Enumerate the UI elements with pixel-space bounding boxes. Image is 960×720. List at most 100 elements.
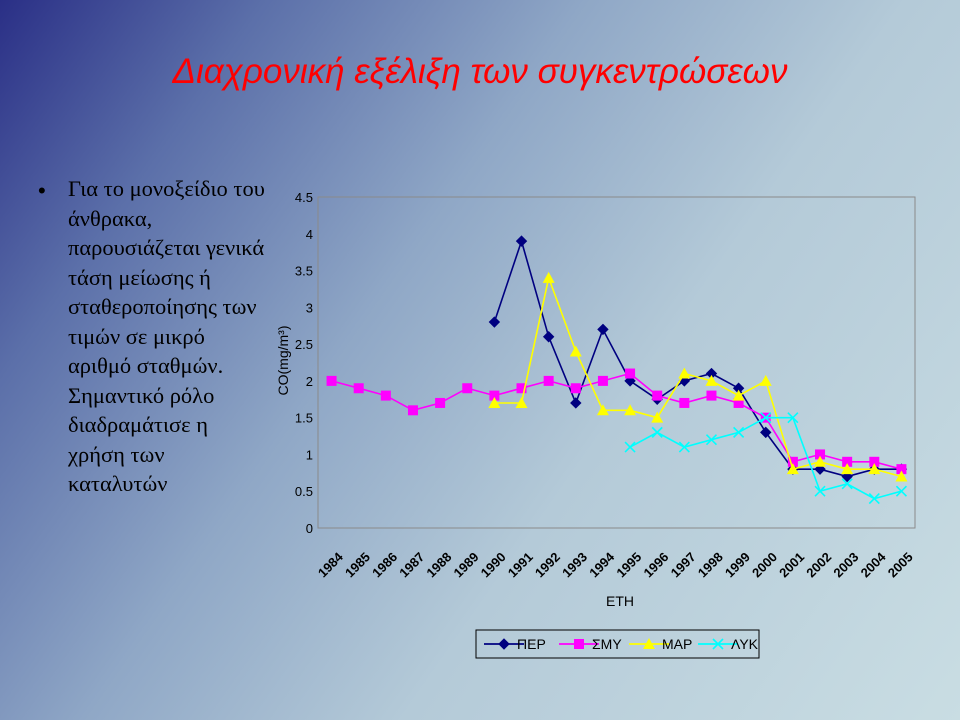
x-tick-label: 1997 [668,549,699,580]
data-point [542,271,555,283]
data-point [814,455,827,467]
data-point [678,441,690,453]
data-point [679,397,690,408]
data-point [732,389,745,401]
data-point [624,441,636,453]
data-point [841,478,853,490]
data-point [651,426,663,438]
series-4 [624,412,907,505]
data-point [841,463,854,475]
y-tick-label: 4.5 [295,190,313,205]
data-point [380,390,391,401]
x-tick-label: 1986 [369,549,400,580]
data-point [842,456,853,467]
data-point-stroke [733,426,745,438]
x-tick-label: 1990 [478,549,509,580]
data-point-stroke [868,493,880,505]
data-point [786,463,799,475]
y-tick-label: 3.5 [295,264,313,279]
series-line [494,275,902,478]
y-tick-label: 1 [306,447,313,462]
x-tick-label: 2004 [858,549,890,581]
y-tick-label: 4 [306,227,313,242]
data-point [815,449,826,460]
data-point [569,345,582,357]
legend-entry: ΛΥΚ [698,636,759,652]
data-point [814,485,826,497]
data-point [760,412,772,424]
data-point [759,374,772,386]
y-axis-label: CO(mg/m³) [275,326,291,396]
data-point [353,383,364,394]
data-point [488,396,501,408]
data-point [570,397,582,409]
x-tick-label: 1985 [342,549,373,580]
x-tick-label: 1989 [451,549,482,580]
data-point-stroke [787,412,799,424]
y-tick-label: 0.5 [295,484,313,499]
legend-entry: ΠΕΡ [484,636,546,652]
data-point [515,396,528,408]
x-axis: 1984198519861987198819891990199119921993… [315,549,916,609]
data-point [407,405,418,416]
data-point [869,456,880,467]
legend-box [475,629,760,659]
data-point [705,374,718,386]
data-point [868,463,881,475]
data-point [498,638,510,650]
series-layer [326,235,908,505]
plot-area-background [317,196,916,529]
x-tick-label: 1984 [315,549,347,581]
data-point-stroke [624,441,636,453]
data-point-stroke [814,485,826,497]
data-point [712,638,724,650]
x-tick-label: 1998 [695,549,726,580]
data-point [651,411,664,423]
data-point [868,493,880,505]
x-tick-label: 1995 [613,549,644,580]
data-point [705,434,718,446]
x-tick-label: 1991 [505,549,536,580]
legend-label: ΛΥΚ [731,636,759,652]
x-tick-label: 2000 [749,549,780,580]
series-1 [488,235,908,483]
legend-label: ΜΑΡ [662,636,692,652]
y-tick-label: 3 [306,300,313,315]
x-tick-label: 2005 [885,549,916,580]
data-point [597,375,608,386]
x-tick-label: 1996 [640,549,671,580]
data-point [787,412,799,424]
y-tick-label: 0 [306,521,313,536]
data-point [787,456,798,467]
data-point [643,638,655,649]
data-point-stroke [678,441,690,453]
y-tick-label: 1.5 [295,411,313,426]
legend-label: ΣΜΥ [592,636,622,652]
data-point [625,368,636,379]
data-point-stroke [760,412,772,424]
data-point [597,323,609,336]
data-point [896,464,907,475]
data-point [706,390,717,401]
data-point-stroke [712,638,724,650]
data-point-stroke [651,426,663,438]
x-tick-label: 1992 [532,549,563,580]
x-tick-label: 1987 [396,549,427,580]
data-point [542,331,555,343]
data-point [435,397,446,408]
data-point [895,470,908,482]
x-tick-label: 2002 [803,549,834,580]
data-point [516,383,527,394]
data-point [515,235,528,247]
bullet-text: Για το μονοξείδιο του άνθρακα, παρουσιάζ… [68,176,265,496]
data-point [895,485,907,497]
x-tick-label: 1988 [423,549,454,580]
x-tick-label: 2003 [830,549,861,580]
x-axis-label: ΕΤΗ [606,593,634,609]
data-point [574,639,584,649]
data-point [733,426,745,438]
x-tick-label: 1993 [559,549,590,580]
data-point-stroke [705,434,718,446]
series-line [493,238,902,478]
